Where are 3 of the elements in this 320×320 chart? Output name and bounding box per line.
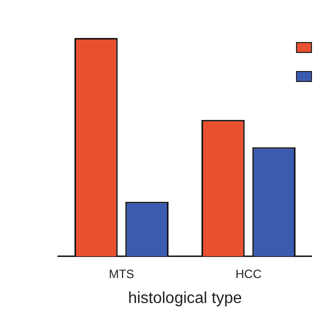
x-tick-label: MTS [108, 266, 134, 281]
x-axis-title: histological type [128, 290, 242, 307]
x-tick-label: HCC [236, 266, 262, 281]
